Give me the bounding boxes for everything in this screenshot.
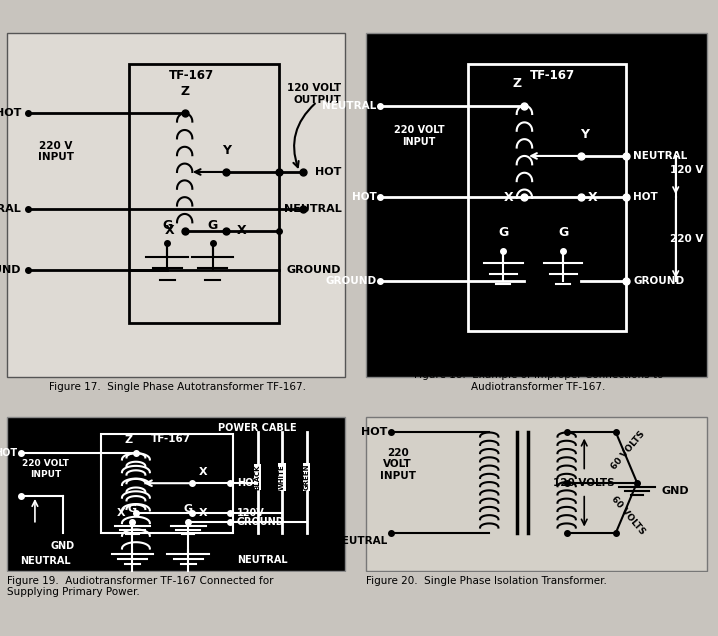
Text: NEUTRAL: NEUTRAL bbox=[333, 536, 387, 546]
Text: G: G bbox=[558, 226, 568, 239]
Text: NEUTRAL: NEUTRAL bbox=[284, 204, 341, 214]
Text: X: X bbox=[588, 191, 597, 204]
Text: Z: Z bbox=[513, 78, 522, 90]
Text: 60 VOLTS: 60 VOLTS bbox=[610, 494, 647, 536]
Text: GROUND: GROUND bbox=[237, 516, 284, 527]
Text: Figure 17.  Single Phase Autotransformer TF-167.: Figure 17. Single Phase Autotransformer … bbox=[50, 382, 306, 392]
Text: HOT: HOT bbox=[315, 167, 341, 177]
Text: 60 VOLTS: 60 VOLTS bbox=[610, 429, 647, 471]
Text: POWER CABLE: POWER CABLE bbox=[218, 423, 297, 433]
Text: HOT: HOT bbox=[237, 478, 260, 488]
Text: G: G bbox=[498, 226, 508, 239]
Text: Figure 18.  Example of Improper Connections to
Audiotransformer TF-167.: Figure 18. Example of Improper Connectio… bbox=[414, 370, 663, 392]
Text: NEUTRAL: NEUTRAL bbox=[20, 556, 70, 566]
Text: X: X bbox=[117, 508, 126, 518]
Bar bbox=[129, 64, 279, 323]
Text: 220 VOLT
INPUT: 220 VOLT INPUT bbox=[22, 459, 69, 479]
Text: NEUTRAL: NEUTRAL bbox=[322, 100, 377, 111]
Text: G: G bbox=[184, 504, 192, 514]
Text: NEUTRAL: NEUTRAL bbox=[0, 204, 21, 214]
Text: GROUND: GROUND bbox=[0, 265, 21, 275]
Text: Figure 20.  Single Phase Isolation Transformer.: Figure 20. Single Phase Isolation Transf… bbox=[366, 576, 607, 586]
Text: HOT: HOT bbox=[352, 192, 377, 202]
Bar bbox=[468, 64, 626, 331]
Text: 120V: 120V bbox=[237, 508, 265, 518]
Text: TF-167: TF-167 bbox=[169, 69, 214, 81]
Text: Y: Y bbox=[222, 144, 231, 156]
Text: NEUTRAL: NEUTRAL bbox=[633, 151, 688, 161]
Text: WHITE: WHITE bbox=[279, 464, 285, 490]
Text: X: X bbox=[504, 191, 514, 204]
Text: Y: Y bbox=[579, 128, 589, 141]
Text: HOT: HOT bbox=[361, 427, 387, 438]
Text: Figure 19.  Audiotransformer TF-167 Connected for
Supplying Primary Power.: Figure 19. Audiotransformer TF-167 Conne… bbox=[7, 576, 274, 597]
Text: GND: GND bbox=[661, 485, 689, 495]
Text: X: X bbox=[164, 225, 174, 237]
Bar bbox=[101, 434, 233, 533]
Text: X: X bbox=[237, 225, 246, 237]
Text: GROUND: GROUND bbox=[633, 276, 685, 286]
Text: 220 V: 220 V bbox=[671, 234, 704, 244]
Text: 220
VOLT
INPUT: 220 VOLT INPUT bbox=[380, 448, 416, 481]
Text: NEUTRAL: NEUTRAL bbox=[237, 555, 287, 565]
Text: G: G bbox=[208, 219, 218, 232]
Text: X: X bbox=[199, 467, 208, 477]
Text: HOT: HOT bbox=[633, 192, 658, 202]
Text: TF-167: TF-167 bbox=[530, 69, 575, 81]
Text: GROUND: GROUND bbox=[287, 265, 341, 275]
Text: BLACK: BLACK bbox=[255, 464, 261, 490]
Text: Z: Z bbox=[125, 435, 133, 445]
Text: HOT: HOT bbox=[0, 108, 21, 118]
Text: 120 VOLT
OUTPUT: 120 VOLT OUTPUT bbox=[287, 83, 341, 105]
Text: 120 V: 120 V bbox=[671, 165, 704, 176]
Text: X: X bbox=[199, 508, 208, 518]
Text: GREEN: GREEN bbox=[304, 464, 309, 490]
Text: 120 VOLTS: 120 VOLTS bbox=[554, 478, 615, 488]
Text: 220 VOLT
INPUT: 220 VOLT INPUT bbox=[393, 125, 444, 147]
Text: G: G bbox=[128, 504, 137, 514]
Text: GROUND: GROUND bbox=[325, 276, 377, 286]
Text: TF-167: TF-167 bbox=[151, 434, 191, 444]
Text: GND: GND bbox=[51, 541, 75, 551]
Text: HOT: HOT bbox=[0, 448, 17, 458]
Text: 220 V
INPUT: 220 V INPUT bbox=[38, 141, 74, 162]
Text: Z: Z bbox=[180, 85, 190, 98]
Text: G: G bbox=[162, 219, 172, 232]
